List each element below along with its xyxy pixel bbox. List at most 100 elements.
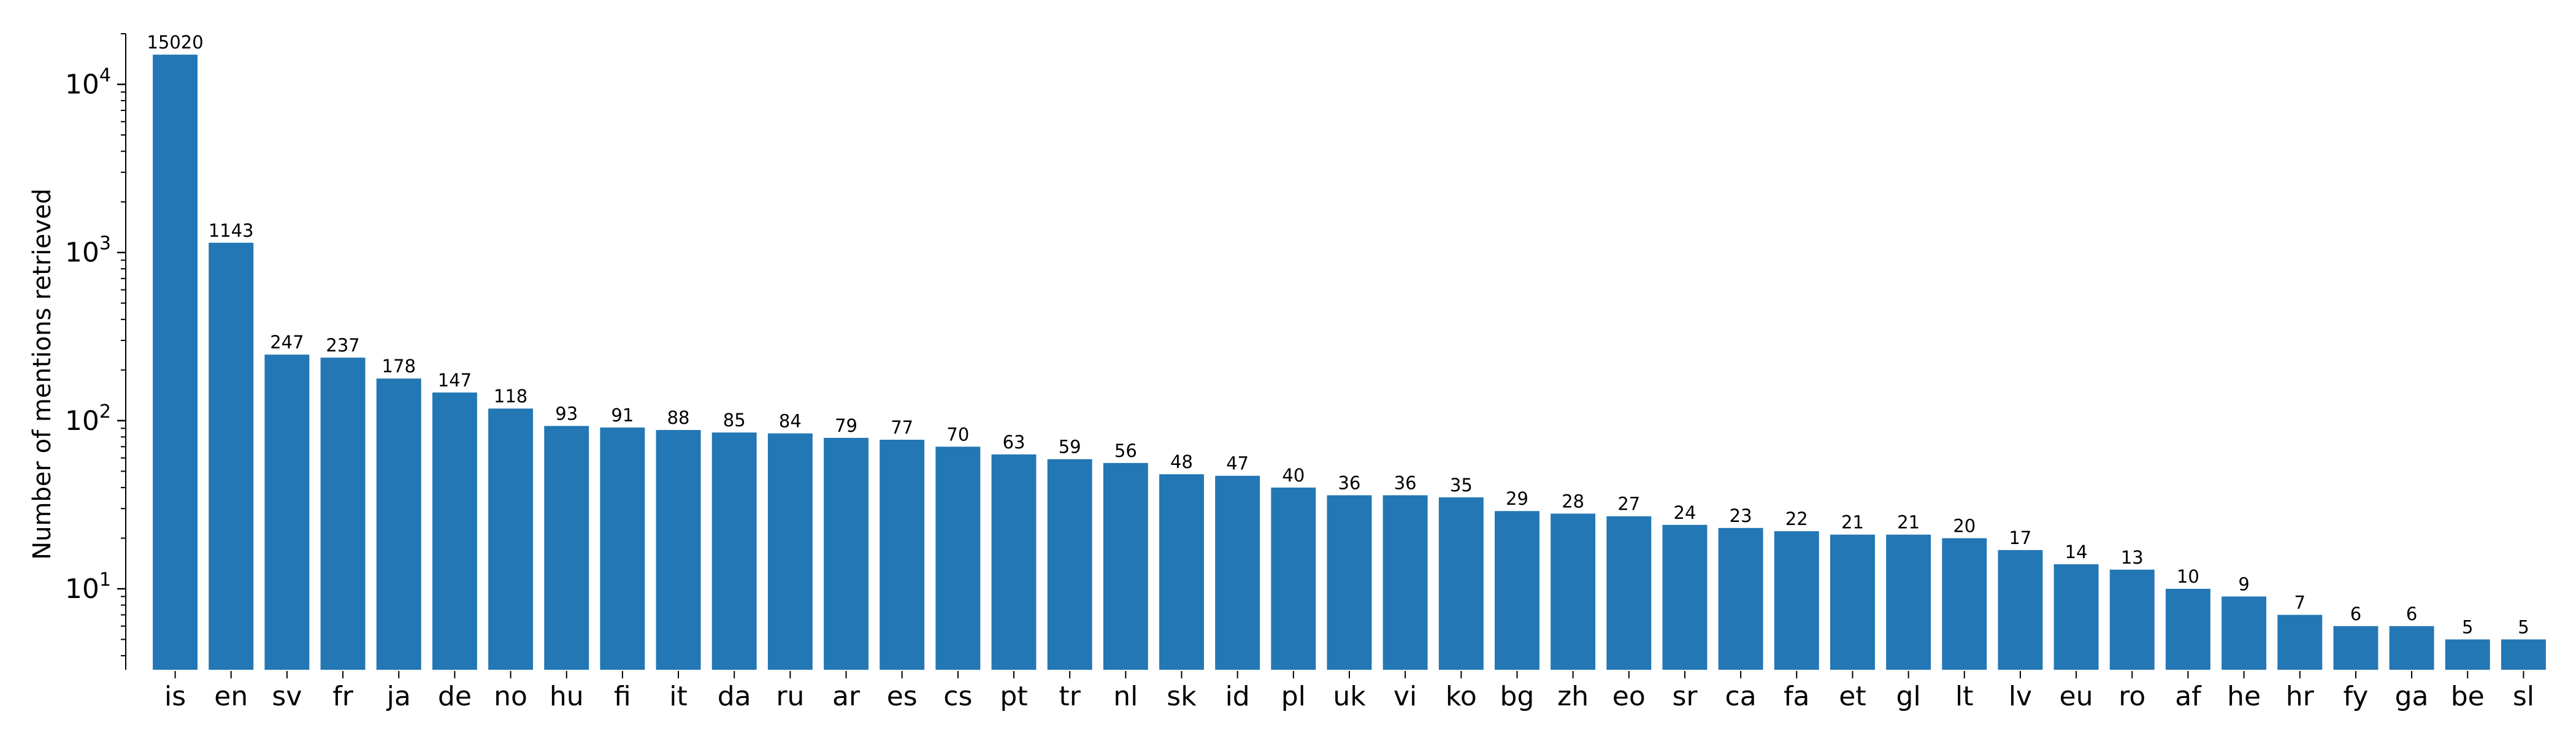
bar-hu [544, 426, 589, 670]
x-tick-label-et: et [1839, 681, 1866, 712]
y-tick-label: 102 [65, 401, 111, 437]
x-tick-label-ar: ar [832, 681, 861, 712]
value-label-sl: 5 [2518, 617, 2529, 638]
x-tick-label-fi: fi [614, 681, 631, 712]
x-tick-label-ro: ro [2118, 681, 2145, 712]
x-tick-label-he: he [2227, 681, 2261, 712]
value-label-nl: 56 [1114, 440, 1137, 461]
x-tick-label-af: af [2175, 681, 2202, 712]
value-label-af: 10 [2177, 566, 2199, 587]
value-label-cs: 70 [946, 424, 969, 445]
value-label-fa: 22 [1785, 508, 1808, 529]
x-tick-label-pl: pl [1281, 681, 1306, 712]
bar-fa [1774, 531, 1819, 670]
bar-ar [824, 437, 868, 670]
value-label-ar: 79 [835, 415, 857, 436]
value-label-bg: 29 [1506, 488, 1528, 509]
x-tick-label-ca: ca [1725, 681, 1757, 712]
x-tick-label-sl: sl [2513, 681, 2534, 712]
x-tick-label-es: es [887, 681, 918, 712]
bar-ro [2109, 569, 2155, 670]
x-tick-label-fr: fr [332, 681, 353, 712]
bar-bg [1495, 511, 1539, 670]
x-tick-label-vi: vi [1393, 681, 1417, 712]
bar-uk [1327, 495, 1372, 670]
y-tick-label: 104 [65, 65, 111, 101]
value-label-sk: 48 [1170, 451, 1193, 472]
x-tick-label-fy: fy [2344, 681, 2369, 712]
y-axis-label: Number of mentions retrieved [28, 188, 56, 559]
x-tick-label-ga: ga [2395, 681, 2429, 712]
x-tick-label-lt: lt [1955, 681, 1973, 712]
x-tick-label-ja: ja [386, 681, 411, 712]
bar-ca [1718, 527, 1763, 670]
bar-af [2165, 589, 2210, 670]
x-tick-label-zh: zh [1557, 681, 1589, 712]
x-tick-label-sk: sk [1167, 681, 1197, 712]
x-tick-label-it: it [669, 681, 687, 712]
bar-he [2221, 596, 2267, 670]
value-label-zh: 28 [1562, 491, 1584, 512]
axes: 101 102 103 104 is en sv fr ja de no hu fi it da ru ar es… [65, 33, 2534, 712]
x-tick-label-en: en [214, 681, 248, 712]
x-tick-label-fa: fa [1784, 681, 1809, 712]
x-tick-label-be: be [2451, 681, 2485, 712]
value-label-lv: 17 [2009, 527, 2031, 548]
bar-eu [2053, 564, 2099, 670]
value-label-gl: 21 [1897, 512, 1920, 533]
x-tick-label-de: de [438, 681, 472, 712]
value-label-it: 88 [667, 407, 690, 428]
y-tick-label: 101 [65, 569, 111, 605]
value-label-de: 147 [438, 370, 472, 391]
bar-fy [2333, 626, 2379, 670]
value-label-eu: 14 [2065, 542, 2088, 562]
value-label-ca: 23 [1730, 505, 1752, 526]
bar-cs [935, 447, 981, 670]
value-label-fy: 6 [2350, 604, 2361, 624]
x-tick-label-eu: eu [2060, 681, 2093, 712]
x-tick-label-pt: pt [1000, 681, 1027, 712]
bar-be [2445, 639, 2490, 670]
bar-tr [1047, 459, 1092, 670]
x-tick-label-eo: eo [1612, 681, 1646, 712]
value-label-es: 77 [891, 417, 913, 438]
value-label-eo: 27 [1617, 494, 1640, 515]
bar-zh [1551, 513, 1596, 670]
x-tick-label-lv: lv [2009, 681, 2032, 712]
bar-vi [1382, 495, 1428, 670]
bar-fi [600, 427, 645, 670]
x-tick-label-tr: tr [1059, 681, 1081, 712]
x-tick-label-gl: gl [1896, 681, 1921, 712]
value-label-vi: 36 [1394, 472, 1417, 493]
value-label-be: 5 [2462, 617, 2473, 638]
value-label-is: 15020 [147, 32, 203, 53]
value-label-ga: 6 [2406, 604, 2417, 624]
bar-hr [2277, 615, 2323, 670]
bar-it [656, 430, 701, 670]
bar-sr [1662, 524, 1708, 670]
bar-de [432, 392, 477, 670]
bar-sl [2501, 639, 2546, 670]
bar-lv [1998, 550, 2043, 670]
bar-id [1215, 475, 1260, 670]
value-label-ja: 178 [382, 356, 416, 377]
value-label-tr: 59 [1059, 437, 1081, 458]
value-label-pl: 40 [1282, 465, 1305, 486]
bar-sk [1159, 474, 1204, 670]
bar-pt [991, 454, 1037, 670]
bar-is [153, 55, 198, 670]
value-label-lt: 20 [1953, 515, 1976, 536]
x-tick-label-no: no [494, 681, 527, 712]
value-label-sv: 247 [270, 332, 304, 353]
x-tick-label-uk: uk [1333, 681, 1366, 712]
x-tick-label-sv: sv [272, 681, 302, 712]
bar-nl [1103, 462, 1148, 670]
bar-pl [1271, 487, 1316, 670]
value-label-sr: 24 [1674, 502, 1696, 523]
bar-en [209, 242, 254, 670]
value-label-ro: 13 [2121, 547, 2144, 568]
bar-da [711, 432, 757, 670]
